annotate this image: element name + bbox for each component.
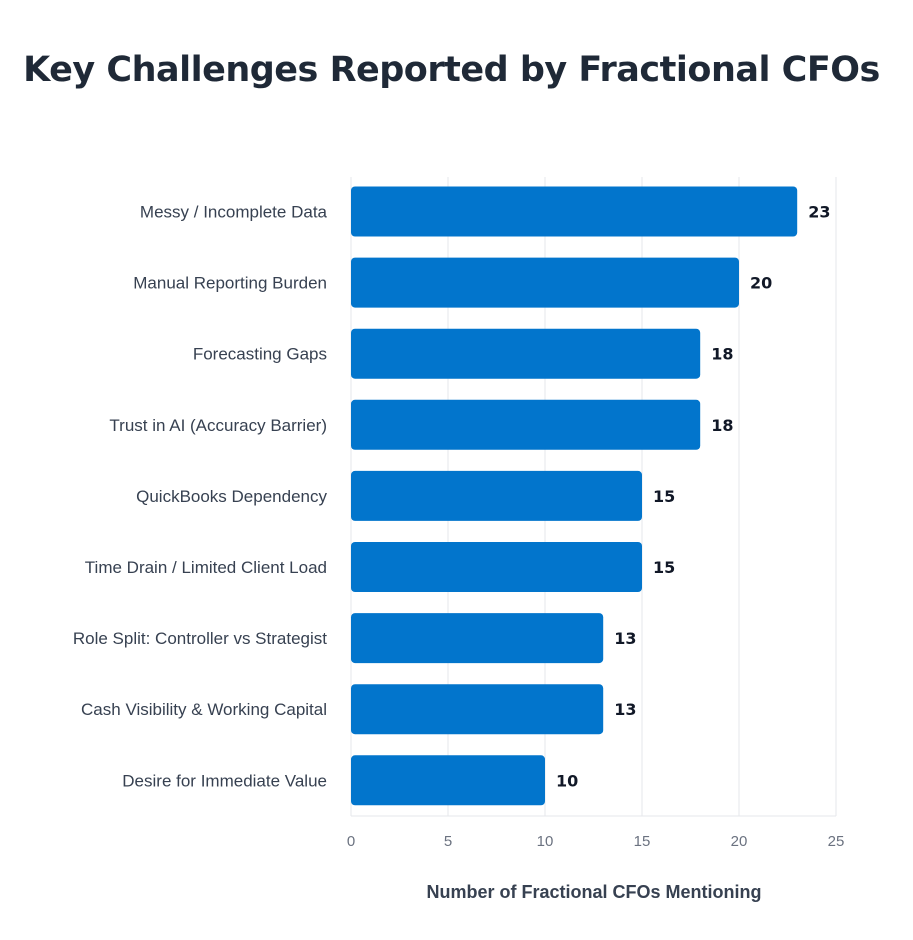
bar [351,186,798,237]
x-tick-label: 20 [731,833,748,850]
category-label: Forecasting Gaps [193,345,327,364]
bar [351,684,604,735]
bar [351,613,604,664]
bar [351,470,642,521]
x-tick-label: 25 [828,833,845,850]
category-labels: Messy / Incomplete Data Manual Reporting … [73,203,328,791]
value-label: 20 [750,274,772,293]
bar [351,542,642,592]
category-label: Role Split: Controller vs Strategist [73,629,327,648]
category-label: Messy / Incomplete Data [140,203,328,222]
value-label: 13 [614,700,636,719]
x-tick-label: 0 [347,833,355,850]
category-label: Trust in AI (Accuracy Barrier) [109,416,327,435]
category-label: Desire for Immediate Value [122,771,327,790]
category-label: Manual Reporting Burden [133,274,327,293]
x-axis-title: Number of Fractional CFOs Mentioning [426,882,761,902]
value-label: 15 [653,487,675,506]
bar [351,328,701,379]
category-label: QuickBooks Dependency [136,487,327,506]
x-tick-label: 15 [634,833,651,850]
category-label: Cash Visibility & Working Capital [81,700,327,719]
value-label: 13 [614,629,636,648]
value-label: 10 [556,771,578,790]
bars [351,186,798,806]
bar [351,399,701,450]
category-label: Time Drain / Limited Client Load [85,558,327,577]
bar [351,257,739,308]
x-tick-label: 10 [537,833,554,850]
value-label: 18 [711,345,733,364]
value-label: 15 [653,558,675,577]
x-axis-ticks: 0 5 10 15 20 25 [347,833,845,850]
x-tick-label: 5 [444,833,452,850]
chart-title: Key Challenges Reported by Fractional CF… [23,50,880,90]
value-label: 18 [711,416,733,435]
bar [351,755,545,806]
value-label: 23 [808,203,830,222]
value-labels: 23 20 18 18 15 15 13 13 10 [556,203,830,791]
